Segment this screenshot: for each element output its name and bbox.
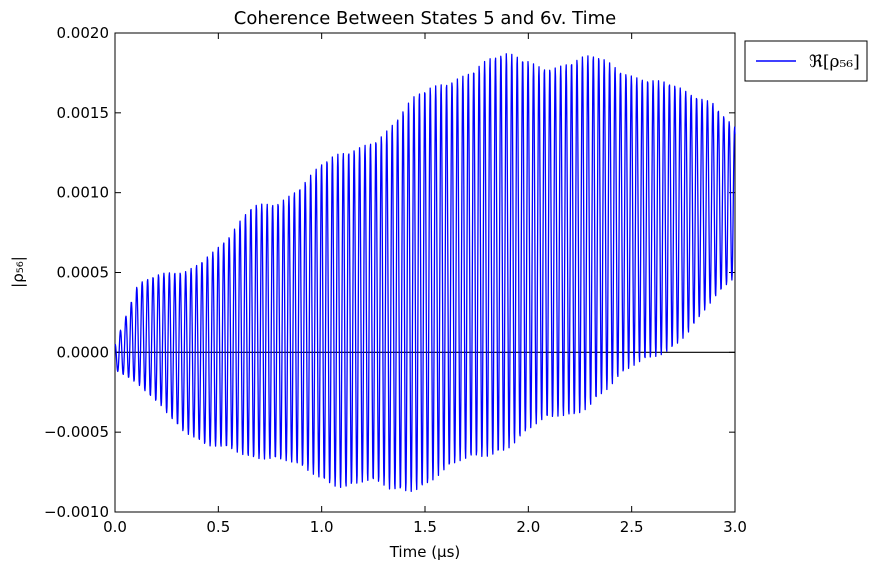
y-tick-label: 0.0020 (57, 24, 110, 42)
x-tick-label: 0.5 (206, 518, 230, 536)
x-tick-label: 2.0 (516, 518, 540, 536)
x-tick-label: 0.0 (103, 518, 127, 536)
x-tick-label: 2.5 (620, 518, 644, 536)
legend-label: ℜ[ρ₅₆] (809, 52, 860, 72)
y-tick-label: −0.0005 (44, 423, 109, 441)
y-tick-label: 0.0005 (57, 264, 110, 282)
x-tick-label: 1.0 (310, 518, 334, 536)
axis-tick-labels: 0.0 0.5 1.0 1.5 2.0 2.5 3.0 −0.0010 −0.0005 0.000… (44, 24, 747, 536)
chart-title: Coherence Between States 5 and 6v. Time (234, 8, 616, 29)
legend: ℜ[ρ₅₆] (744, 40, 868, 82)
y-tick-label: −0.0010 (44, 503, 109, 521)
y-tick-label: 0.0015 (57, 104, 110, 122)
y-axis-label: |ρ₅₆| (9, 256, 27, 288)
x-tick-label: 1.5 (413, 518, 437, 536)
x-axis-label: Time (μs) (389, 543, 461, 561)
y-tick-label: 0.0000 (57, 343, 110, 361)
series-line-re-rho56 (114, 53, 736, 492)
x-tick-label: 3.0 (723, 518, 747, 536)
y-tick-label: 0.0010 (57, 184, 110, 202)
